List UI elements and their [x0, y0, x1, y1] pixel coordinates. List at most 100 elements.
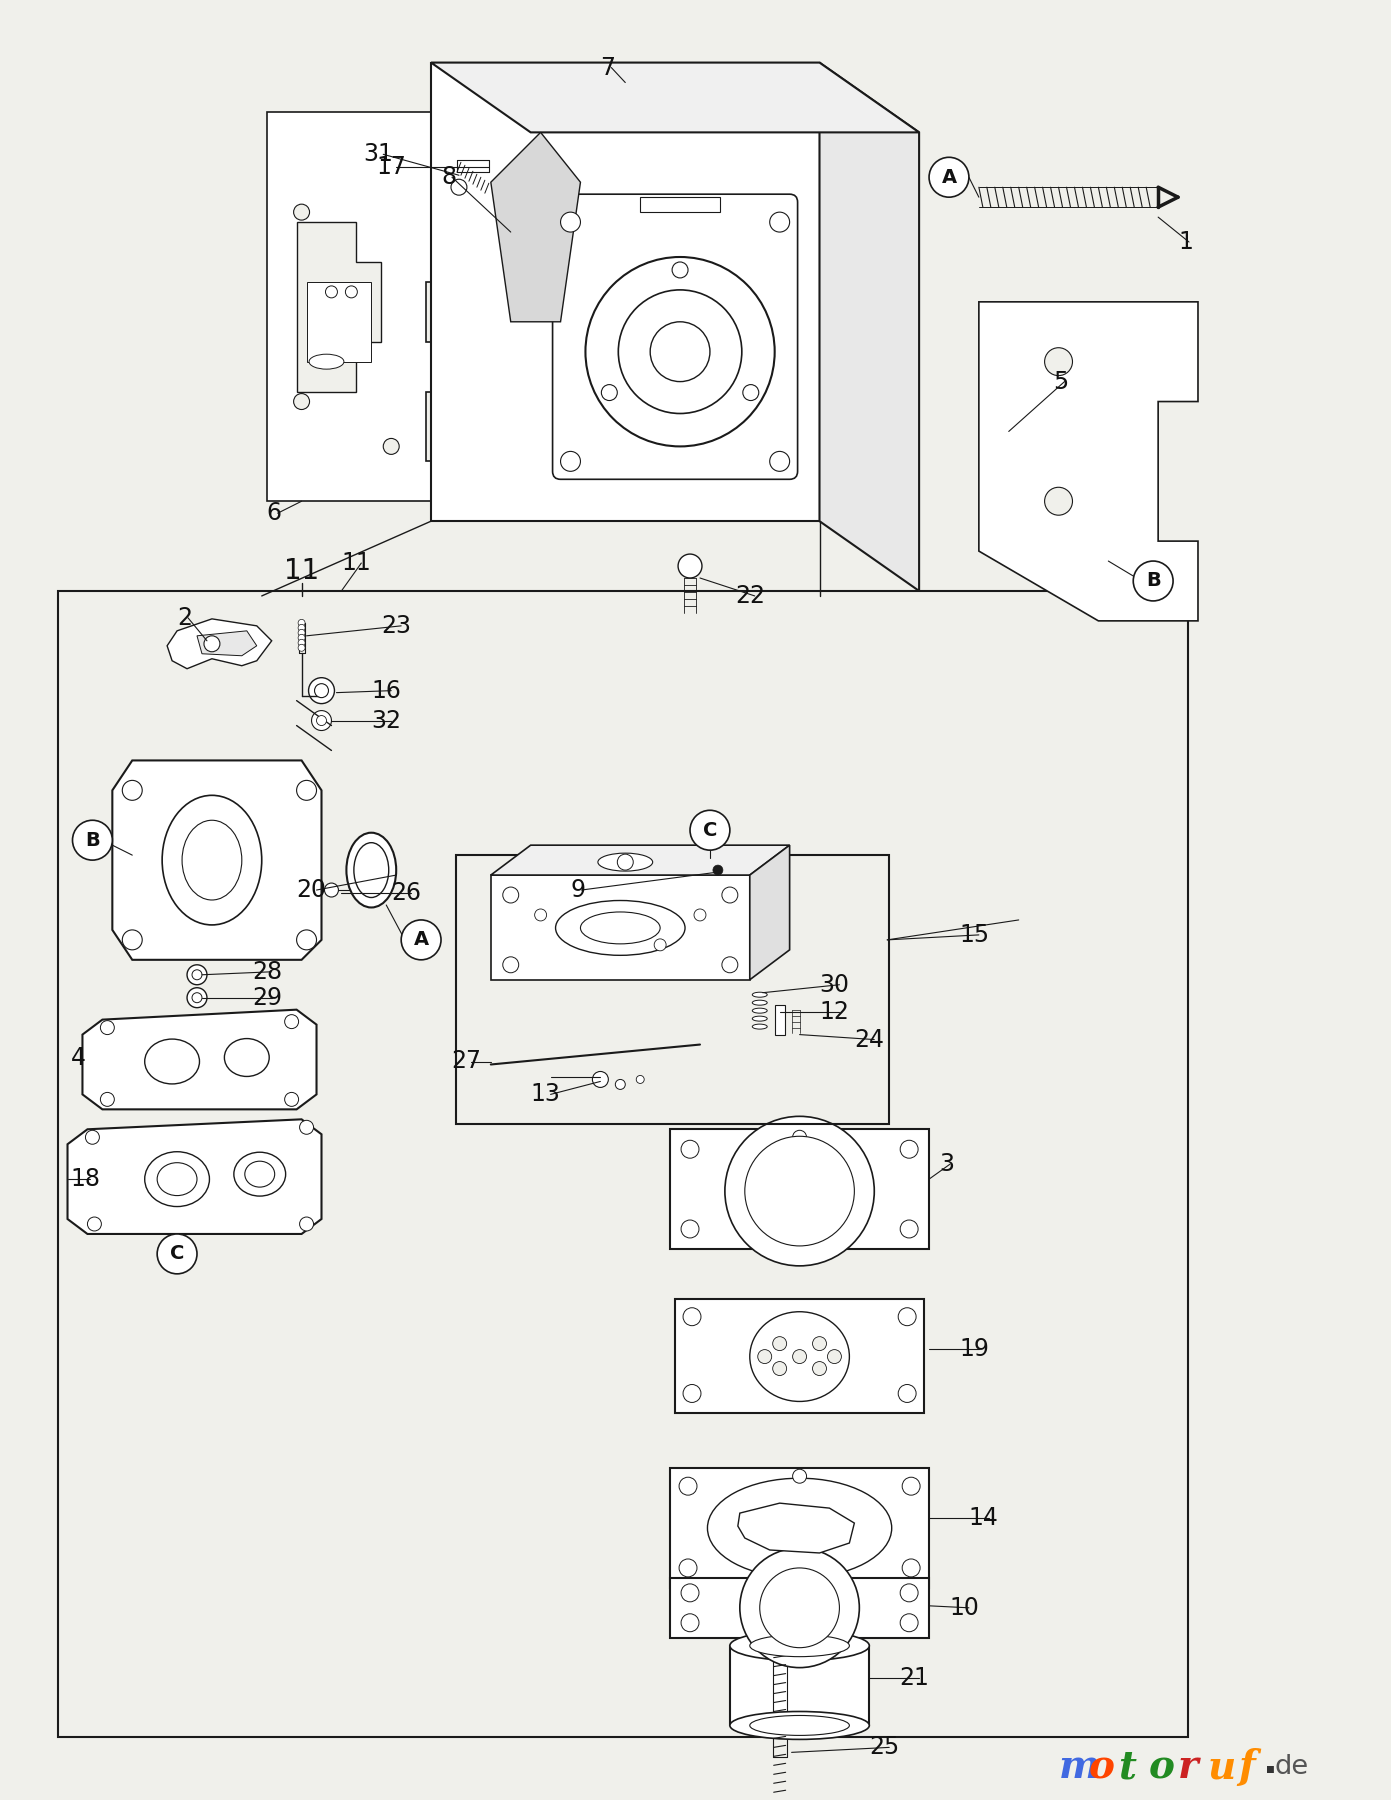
Circle shape	[722, 958, 737, 972]
Text: f: f	[1238, 1748, 1255, 1786]
Text: 26: 26	[391, 880, 421, 905]
Text: 5: 5	[1053, 369, 1068, 394]
Polygon shape	[750, 846, 790, 979]
Circle shape	[88, 1217, 102, 1231]
Ellipse shape	[145, 1039, 199, 1084]
Circle shape	[204, 635, 220, 652]
Ellipse shape	[555, 900, 684, 956]
Circle shape	[312, 711, 331, 731]
Circle shape	[296, 931, 317, 950]
Circle shape	[900, 1220, 918, 1238]
Polygon shape	[491, 133, 580, 322]
Ellipse shape	[346, 833, 396, 907]
Circle shape	[743, 385, 758, 401]
Circle shape	[561, 452, 580, 472]
Bar	[306, 283, 371, 362]
Polygon shape	[68, 1120, 321, 1235]
Circle shape	[298, 639, 305, 646]
Polygon shape	[431, 63, 919, 133]
Circle shape	[324, 884, 338, 896]
Text: 9: 9	[570, 878, 586, 902]
Polygon shape	[670, 1579, 929, 1638]
Polygon shape	[491, 846, 790, 875]
Circle shape	[714, 866, 723, 875]
Circle shape	[677, 554, 702, 578]
Circle shape	[772, 1337, 787, 1350]
Circle shape	[285, 1015, 299, 1028]
Circle shape	[759, 1568, 839, 1647]
Ellipse shape	[753, 1001, 768, 1004]
Circle shape	[314, 684, 328, 698]
Circle shape	[296, 781, 317, 801]
Ellipse shape	[163, 796, 262, 925]
Circle shape	[793, 1130, 807, 1145]
Circle shape	[1045, 347, 1072, 376]
Circle shape	[1045, 488, 1072, 515]
Circle shape	[186, 988, 207, 1008]
Polygon shape	[491, 875, 750, 979]
Circle shape	[690, 810, 730, 850]
Circle shape	[586, 257, 775, 446]
Circle shape	[601, 385, 618, 401]
Circle shape	[903, 1559, 919, 1577]
Text: .: .	[1263, 1744, 1277, 1782]
Circle shape	[285, 1093, 299, 1107]
Circle shape	[812, 1337, 826, 1350]
Text: 30: 30	[819, 972, 850, 997]
Ellipse shape	[353, 842, 388, 898]
Text: 14: 14	[970, 1507, 999, 1530]
Polygon shape	[267, 112, 441, 500]
Circle shape	[1134, 562, 1173, 601]
Ellipse shape	[598, 853, 652, 871]
Ellipse shape	[145, 1152, 210, 1206]
Text: o: o	[1148, 1748, 1174, 1786]
Circle shape	[186, 965, 207, 985]
Text: 20: 20	[296, 878, 327, 902]
Text: 1: 1	[1178, 230, 1193, 254]
Ellipse shape	[234, 1152, 285, 1195]
Ellipse shape	[157, 1163, 198, 1195]
Circle shape	[929, 157, 970, 198]
Text: 32: 32	[371, 709, 401, 733]
Circle shape	[828, 1350, 842, 1364]
Ellipse shape	[580, 913, 661, 943]
Circle shape	[654, 940, 666, 950]
FancyBboxPatch shape	[552, 194, 797, 479]
Circle shape	[122, 781, 142, 801]
Circle shape	[122, 931, 142, 950]
Bar	[775, 1004, 785, 1035]
Circle shape	[683, 1384, 701, 1402]
Ellipse shape	[753, 1024, 768, 1030]
Text: 6: 6	[267, 500, 282, 526]
Circle shape	[85, 1130, 99, 1145]
Polygon shape	[670, 1469, 929, 1588]
Text: A: A	[942, 167, 957, 187]
Circle shape	[769, 212, 790, 232]
Bar	[640, 198, 721, 212]
Circle shape	[900, 1139, 918, 1157]
Circle shape	[299, 1120, 313, 1134]
Ellipse shape	[730, 1712, 869, 1739]
Circle shape	[157, 1235, 198, 1274]
Text: t: t	[1118, 1748, 1136, 1786]
Text: 24: 24	[854, 1028, 885, 1051]
Text: 13: 13	[530, 1082, 561, 1107]
Polygon shape	[670, 1129, 929, 1249]
Circle shape	[192, 970, 202, 979]
Circle shape	[793, 1577, 807, 1589]
Circle shape	[682, 1220, 700, 1238]
Text: 17: 17	[377, 155, 406, 180]
Ellipse shape	[750, 1715, 850, 1735]
Text: r: r	[1178, 1748, 1199, 1786]
Circle shape	[899, 1309, 917, 1325]
Circle shape	[619, 290, 741, 414]
Circle shape	[812, 1361, 826, 1375]
Circle shape	[672, 263, 689, 277]
Polygon shape	[113, 760, 321, 959]
Circle shape	[298, 634, 305, 641]
Circle shape	[899, 1384, 917, 1402]
Circle shape	[294, 394, 310, 410]
Polygon shape	[198, 630, 257, 655]
Text: 15: 15	[958, 923, 989, 947]
Text: m: m	[1059, 1748, 1100, 1786]
